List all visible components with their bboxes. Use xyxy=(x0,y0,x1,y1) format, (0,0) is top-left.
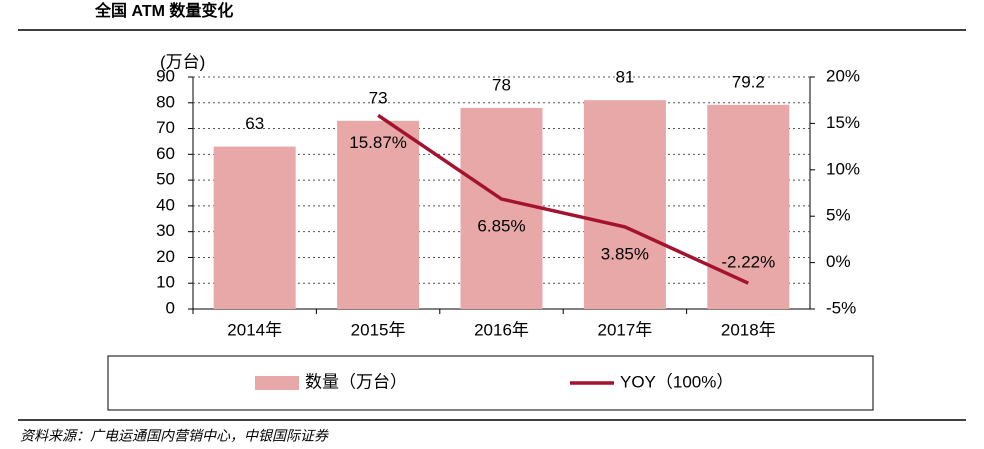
bar xyxy=(460,107,543,309)
bar-value-label: 81 xyxy=(615,68,634,87)
y-tick-label: 0 xyxy=(166,298,175,317)
line xyxy=(377,113,750,285)
legend-label: YOY（100%） xyxy=(620,372,733,391)
y-axis-unit: (万台) xyxy=(160,52,205,71)
y-tick-label: 10 xyxy=(156,273,175,292)
y-tick-label: 60 xyxy=(156,144,175,163)
legend-swatch xyxy=(255,376,299,390)
source-note: 资料来源：广电运通国内营销中心，中银国际证券 xyxy=(20,428,329,444)
x-tick-label: 2015年 xyxy=(351,320,406,339)
bar-value-label: 73 xyxy=(369,88,388,107)
line-value-label: 6.85% xyxy=(477,217,525,236)
x-tick-label: 2016年 xyxy=(474,320,529,339)
legend-label: 数量（万台） xyxy=(305,372,407,391)
y-tick-label: 70 xyxy=(156,118,175,137)
y-tick-label: 50 xyxy=(156,170,175,189)
y2-tick-label: 20% xyxy=(826,66,860,85)
y2-tick-label: 0% xyxy=(826,252,851,271)
y2-tick-label: 5% xyxy=(826,206,851,225)
chart-title: 全国 ATM 数量变化 xyxy=(94,1,233,20)
y-tick-label: 80 xyxy=(156,92,175,111)
bar-value-label: 63 xyxy=(245,114,264,133)
bar-value-label: 79.2 xyxy=(732,72,765,91)
y2-tick-label: 10% xyxy=(826,159,860,178)
legend-box xyxy=(107,355,874,411)
y-tick-label: 90 xyxy=(156,66,175,85)
y2-tick-label: -5% xyxy=(826,298,856,317)
x-tick-label: 2018年 xyxy=(721,320,776,339)
y-tick-label: 40 xyxy=(156,195,175,214)
y-tick-label: 30 xyxy=(156,221,175,240)
line-value-label: 15.87% xyxy=(349,133,407,152)
x-tick-label: 2014年 xyxy=(227,320,282,339)
bar xyxy=(583,100,666,309)
bar-value-label: 78 xyxy=(492,75,511,94)
x-tick-label: 2017年 xyxy=(597,320,652,339)
line-value-label: -2.22% xyxy=(721,253,775,272)
bar xyxy=(213,146,296,309)
bar xyxy=(337,120,420,309)
line-value-label: 3.85% xyxy=(601,244,649,263)
bar xyxy=(707,104,790,309)
y-tick-label: 20 xyxy=(156,247,175,266)
y2-tick-label: 15% xyxy=(826,113,860,132)
